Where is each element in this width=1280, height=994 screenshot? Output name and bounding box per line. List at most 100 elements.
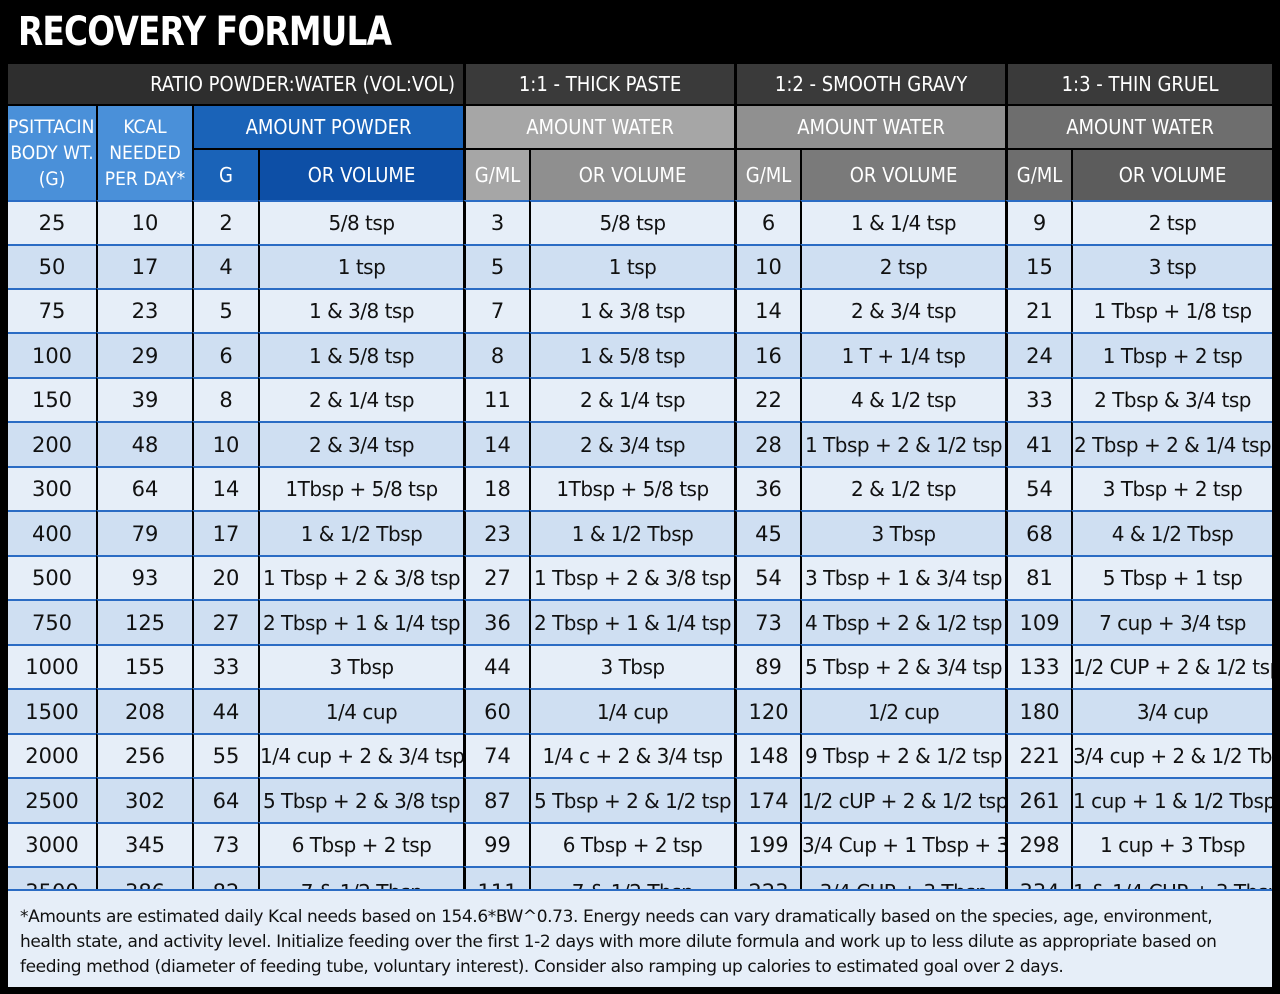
table-cell: 2 tsp xyxy=(800,244,1006,288)
table-cell: 500 xyxy=(8,555,96,599)
table-cell: 60 xyxy=(463,688,530,733)
table-cell: 81 xyxy=(1005,555,1072,599)
table-cell: 150 xyxy=(8,377,96,421)
table-cell: 1 cup + 1 & 1/2 Tbsp xyxy=(1071,777,1273,822)
table-cell: 1 T + 1/4 tsp xyxy=(800,332,1006,377)
table-cell: 68 xyxy=(1005,510,1072,555)
table-cell: 3 Tbsp + 1 & 3/4 tsp xyxy=(800,555,1006,599)
table-cell: 125 xyxy=(96,599,192,644)
table-cell: 1 & 3/8 tsp xyxy=(529,288,735,332)
table-cell: 16 xyxy=(734,332,801,377)
table-cell: 174 xyxy=(734,777,801,822)
table-cell: 1/4 cup xyxy=(258,688,464,733)
table-cell: 1/2 cUP + 2 & 1/2 tsp xyxy=(800,777,1006,822)
table-cell: 1 & 1/2 Tbsp xyxy=(258,510,464,555)
header-amount-water-3: AMOUNT WATER xyxy=(1005,106,1273,148)
table-cell: 1/4 cup xyxy=(529,688,735,733)
table-cell: 2 & 1/4 tsp xyxy=(529,377,735,421)
table-cell: 2 xyxy=(192,200,258,244)
table-row: 500 93 20 1 Tbsp + 2 & 3/8 tsp 27 1 Tbsp + 2 … xyxy=(8,555,1273,599)
table-cell: 9 Tbsp + 2 & 1/2 tsp xyxy=(800,733,1006,777)
table-cell: 148 xyxy=(734,733,801,777)
header-water2-volume: OR VOLUME xyxy=(800,148,1006,200)
table-cell: 75 xyxy=(8,288,96,332)
table-cell: 1 & 1/2 Tbsp xyxy=(529,510,735,555)
header-amount-powder: AMOUNT POWDER xyxy=(192,106,464,148)
table-cell: 3 Tbsp xyxy=(258,644,464,688)
table-row: 2000 256 55 1/4 cup + 2 & 3/4 tsp 74 1/4 c + … xyxy=(8,733,1273,777)
table-cell: 1 & 1/4 tsp xyxy=(800,200,1006,244)
table-cell: 54 xyxy=(1005,466,1072,510)
table-cell: 261 xyxy=(1005,777,1072,822)
table-row: 3000 345 73 6 Tbsp + 2 tsp 99 6 Tbsp + 2 tsp 1… xyxy=(8,822,1273,866)
table-row: 400 79 17 1 & 1/2 Tbsp 23 1 & 1/2 Tbsp 45 3 Tbs… xyxy=(8,510,1273,555)
table-cell: 4 Tbsp + 2 & 1/2 tsp xyxy=(800,599,1006,644)
table-cell: 2 tsp xyxy=(1071,200,1273,244)
table-cell: 1/2 CUP + 2 & 1/2 tsp xyxy=(1071,644,1273,688)
table-cell: 6 Tbsp + 2 tsp xyxy=(529,822,735,866)
table-body: 25 10 2 5/8 tsp 3 5/8 tsp 6 1 & 1/4 tsp 9 2 tsp 50… xyxy=(8,200,1273,915)
header-water3-gml: G/ML xyxy=(1005,148,1072,200)
table-cell: 7 xyxy=(463,288,530,332)
table-cell: 221 xyxy=(1005,733,1072,777)
table-cell: 10 xyxy=(192,421,258,466)
table-row: 1000 155 33 3 Tbsp 44 3 Tbsp 89 5 Tbsp + 2 & 3/… xyxy=(8,644,1273,688)
table-row: 200 48 10 2 & 3/4 tsp 14 2 & 3/4 tsp 28 1 Tbsp … xyxy=(8,421,1273,466)
table-row: 100 29 6 1 & 5/8 tsp 8 1 & 5/8 tsp 16 1 T + 1/4… xyxy=(8,332,1273,377)
table-cell: 27 xyxy=(192,599,258,644)
table-cell: 93 xyxy=(96,555,192,599)
table-cell: 50 xyxy=(8,244,96,288)
table-cell: 300 xyxy=(8,466,96,510)
table-cell: 3/4 Cup + 1 Tbsp + 3/4 tsp xyxy=(800,822,1006,866)
table-cell: 36 xyxy=(463,599,530,644)
table-cell: 5 xyxy=(192,288,258,332)
table-row: 50 17 4 1 tsp 5 1 tsp 10 2 tsp 15 3 tsp xyxy=(8,244,1273,288)
table-cell: 1 & 5/8 tsp xyxy=(529,332,735,377)
table-cell: 8 xyxy=(463,332,530,377)
table-cell: 2 & 3/4 tsp xyxy=(529,421,735,466)
table-cell: 2 & 1/2 tsp xyxy=(800,466,1006,510)
table-cell: 99 xyxy=(463,822,530,866)
table-cell: 23 xyxy=(463,510,530,555)
footnote: *Amounts are estimated daily Kcal needs … xyxy=(8,889,1272,987)
table-cell: 3/4 cup + 2 & 1/2 Tbsp xyxy=(1071,733,1273,777)
table-cell: 1Tbsp + 5/8 tsp xyxy=(258,466,464,510)
table-cell: 23 xyxy=(96,288,192,332)
header-water2-gml: G/ML xyxy=(734,148,801,200)
table-row: 25 10 2 5/8 tsp 3 5/8 tsp 6 1 & 1/4 tsp 9 2 tsp xyxy=(8,200,1273,244)
table-cell: 2 & 1/4 tsp xyxy=(258,377,464,421)
table-cell: 2 & 3/4 tsp xyxy=(258,421,464,466)
table-cell: 109 xyxy=(1005,599,1072,644)
table-row: 75 23 5 1 & 3/8 tsp 7 1 & 3/8 tsp 14 2 & 3/4 ts… xyxy=(8,288,1273,332)
table-cell: 5/8 tsp xyxy=(529,200,735,244)
table-cell: 3 Tbsp + 2 tsp xyxy=(1071,466,1273,510)
table-cell: 1/2 cup xyxy=(800,688,1006,733)
table-cell: 17 xyxy=(96,244,192,288)
table-cell: 199 xyxy=(734,822,801,866)
table-cell: 74 xyxy=(463,733,530,777)
table-row: 150 39 8 2 & 1/4 tsp 11 2 & 1/4 tsp 22 4 & 1/2 … xyxy=(8,377,1273,421)
table-cell: 73 xyxy=(734,599,801,644)
recovery-formula-table: RATIO POWDER:WATER (VOL:VOL) 1:1 - THICK… xyxy=(8,64,1273,915)
table-cell: 1 Tbsp + 2 tsp xyxy=(1071,332,1273,377)
ratio-group-1-2: 1:2 - SMOOTH GRAVY xyxy=(734,64,1006,106)
table-cell: 55 xyxy=(192,733,258,777)
table-cell: 256 xyxy=(96,733,192,777)
table-cell: 1 tsp xyxy=(529,244,735,288)
table-cell: 14 xyxy=(463,421,530,466)
table-cell: 73 xyxy=(192,822,258,866)
table-cell: 44 xyxy=(192,688,258,733)
table-cell: 2 Tbsp & 3/4 tsp xyxy=(1071,377,1273,421)
table-cell: 18 xyxy=(463,466,530,510)
table-cell: 44 xyxy=(463,644,530,688)
table-cell: 79 xyxy=(96,510,192,555)
table-cell: 33 xyxy=(1005,377,1072,421)
table-cell: 5 Tbsp + 1 tsp xyxy=(1071,555,1273,599)
table-cell: 750 xyxy=(8,599,96,644)
table-cell: 155 xyxy=(96,644,192,688)
header-powder-g: G xyxy=(192,148,258,200)
table-cell: 120 xyxy=(734,688,801,733)
table-cell: 133 xyxy=(1005,644,1072,688)
table-cell: 15 xyxy=(1005,244,1072,288)
table-cell: 10 xyxy=(734,244,801,288)
